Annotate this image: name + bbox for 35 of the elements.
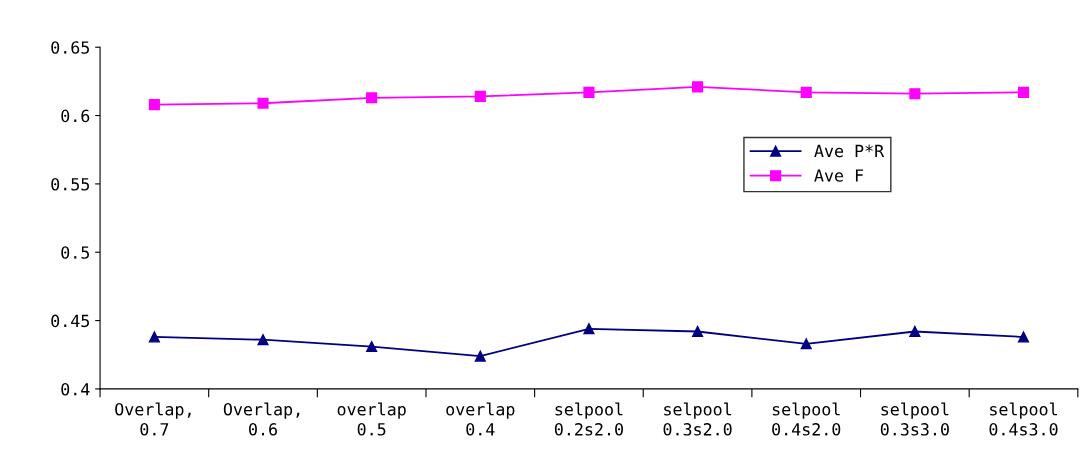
point bbox=[909, 88, 921, 100]
x-tick-label: Overlap, 0.7 bbox=[115, 402, 191, 436]
point bbox=[1017, 86, 1030, 98]
point bbox=[692, 81, 704, 93]
point bbox=[583, 86, 595, 98]
x-tick-label: overlap 0.5 bbox=[337, 402, 406, 436]
x-tick-label: selpool 0.4s2.0 bbox=[772, 402, 841, 436]
point bbox=[148, 331, 160, 343]
y-tick-label: 0.45 bbox=[51, 314, 89, 328]
x-tick-label: selpool 0.3s3.0 bbox=[880, 402, 949, 436]
y-tick-label: 0.6 bbox=[61, 109, 90, 123]
point bbox=[148, 99, 160, 111]
y-tick-label: 0.4 bbox=[61, 382, 90, 396]
point bbox=[800, 86, 812, 98]
point bbox=[1017, 331, 1030, 343]
point bbox=[366, 92, 378, 104]
point bbox=[800, 338, 812, 350]
point bbox=[909, 325, 921, 338]
x-tick-label: selpool 0.4s3.0 bbox=[989, 402, 1058, 436]
legend-label: Ave F bbox=[814, 169, 864, 182]
point bbox=[692, 325, 704, 338]
y-tick-label: 0.55 bbox=[51, 177, 89, 191]
point bbox=[366, 340, 378, 353]
x-tick-label: selpool 0.3s2.0 bbox=[663, 402, 732, 436]
point bbox=[474, 90, 486, 102]
point bbox=[474, 350, 486, 362]
x-tick-label: overlap 0.4 bbox=[446, 402, 515, 436]
point bbox=[257, 334, 269, 346]
point bbox=[257, 97, 269, 109]
y-tick-label: 0.5 bbox=[61, 246, 89, 259]
x-tick-label: Overlap, 0.6 bbox=[223, 402, 300, 436]
y-tick-label: 0.65 bbox=[51, 41, 89, 54]
point bbox=[583, 323, 595, 335]
x-tick-label: selpool 0.2s2.0 bbox=[554, 402, 623, 436]
legend-label: Ave P*R bbox=[814, 144, 885, 158]
